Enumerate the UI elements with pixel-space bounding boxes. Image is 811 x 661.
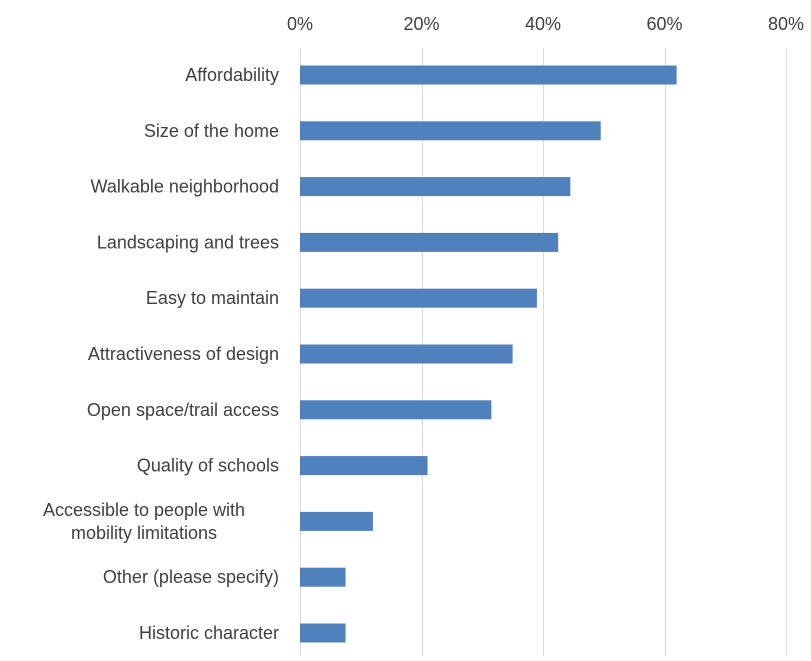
bar [300,511,373,531]
bar [300,344,513,364]
category-labels: Affordability Size of the home Walkable ne… [43,65,279,643]
bar [300,232,559,252]
bar [300,65,677,85]
category-label: Attractiveness of design [88,344,279,364]
x-tick-label: 60% [646,14,682,34]
x-tick-label: 20% [403,14,439,34]
category-label: Easy to maintain [146,288,279,308]
category-label: Size of the home [144,121,279,141]
x-tick-label: 80% [768,14,804,34]
x-tick-label: 0% [287,14,313,34]
category-label: Open space/trail access [87,400,279,420]
category-label: Historic character [139,623,279,643]
bar [300,567,346,587]
category-label-line: Accessible to people with [43,500,245,520]
category-label-line: mobility limitations [71,523,217,543]
bar [300,121,601,141]
bars [300,65,677,643]
category-label: Affordability [185,65,279,85]
bar [300,288,537,308]
bar [300,623,346,643]
category-label: Other (please specify) [103,567,279,587]
grid-lines [300,48,787,656]
category-label: Quality of schools [137,456,279,476]
bar [300,456,428,476]
category-label: Walkable neighborhood [91,177,279,197]
x-axis-tick-labels: 0% 20% 40% 60% 80% [287,14,804,34]
bar [300,400,492,420]
category-label: Accessible to people with mobility limita… [43,500,245,543]
bar [300,177,571,197]
x-tick-label: 40% [525,14,561,34]
category-label: Landscaping and trees [97,232,279,252]
